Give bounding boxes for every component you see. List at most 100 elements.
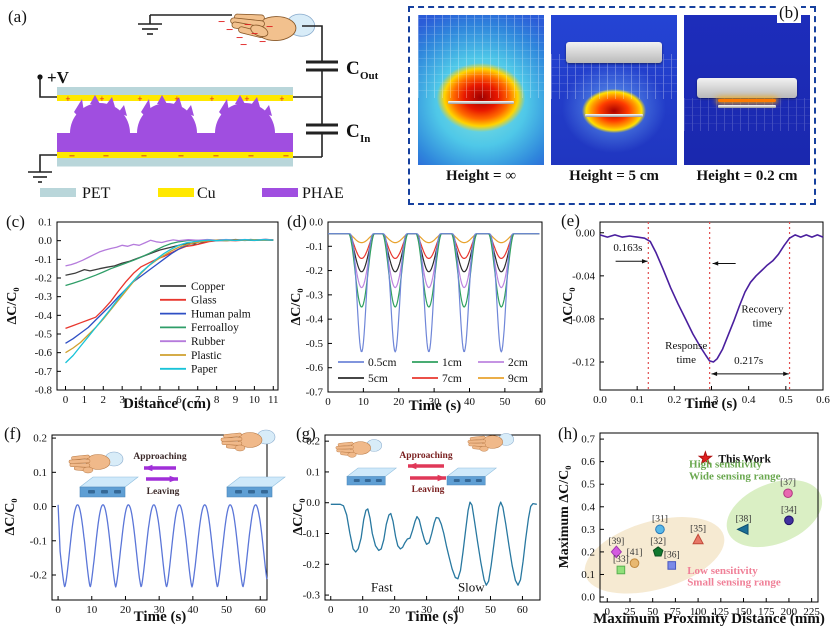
svg-text:Rubber: Rubber: [191, 336, 225, 348]
svg-text:-0.6: -0.6: [306, 362, 324, 374]
hand-icon: [230, 13, 316, 42]
svg-text:-0.2: -0.2: [30, 570, 47, 582]
ref-label: [36]: [664, 550, 680, 560]
svg-text:5: 5: [157, 394, 163, 406]
annotation-text: Slow: [458, 579, 485, 594]
annotation-text: Small sensing range: [687, 576, 781, 588]
svg-text:Time (s): Time (s): [409, 398, 462, 414]
pet-bottom-layer: [57, 158, 293, 167]
sensor-electrode: [448, 100, 514, 104]
svg-text:50: 50: [647, 606, 659, 618]
hand-icon: [220, 429, 276, 452]
svg-text:200: 200: [781, 606, 798, 618]
top-ground-symbol: [138, 14, 232, 35]
this-work-label: This Work: [718, 453, 771, 465]
data-series: [328, 233, 540, 259]
svg-text:40: 40: [187, 604, 199, 616]
svg-text:−: −: [244, 17, 251, 32]
svg-text:0.1: 0.1: [581, 569, 595, 581]
axes-d: 0 10 20 30 40 50 60 0.0 -0.1 -0.2 -0.3 -0.4 -0.5 -0.6…: [289, 217, 546, 415]
svg-text:0.1: 0.1: [33, 467, 47, 479]
field-arrows-texture: [418, 15, 544, 98]
svg-text:8: 8: [214, 394, 220, 406]
svg-text:0.6: 0.6: [581, 456, 595, 468]
svg-text:11: 11: [268, 394, 279, 406]
svg-text:100: 100: [690, 606, 707, 618]
data-series: [65, 239, 274, 364]
svg-text:-0.6: -0.6: [35, 347, 53, 359]
panel-a-letter: (a): [8, 7, 27, 26]
svg-text:−: −: [69, 151, 75, 163]
svg-text:−: −: [141, 151, 147, 163]
caption-height-infinite: Height = ∞: [445, 168, 517, 184]
svg-text:Ferroalloy: Ferroalloy: [191, 322, 239, 334]
pet-top-layer: [57, 87, 293, 96]
svg-text:−: −: [240, 37, 247, 52]
svg-text:0: 0: [328, 604, 334, 616]
sensor-electrode: [718, 105, 776, 108]
svg-text:50: 50: [485, 604, 497, 616]
annotation-text: Low sensitivity: [687, 565, 758, 577]
svg-text:+: +: [65, 94, 70, 104]
inset-label-leaving: Leaving: [147, 487, 180, 497]
svg-text:-0.5: -0.5: [35, 329, 53, 341]
svg-text:75: 75: [670, 606, 682, 618]
axes-c: 0 1 2 3 4 5 6 7 8 9 10 110.10.0-0.1-0.2-0.3-0.4-0.5…: [5, 217, 279, 413]
svg-text:10: 10: [249, 394, 261, 406]
cu-top-layer: [57, 95, 293, 101]
svg-text:0.2: 0.2: [581, 546, 595, 558]
svg-text:1: 1: [82, 394, 88, 406]
panel-b-simulation-box: Height = ∞ Height = 5 cm Height = 0.2 cm: [408, 6, 816, 205]
chart-f: 0 10 20 30 40 50 60 0.2 0.1 0.0 -0.1 -0.2 Time (s) ΔC…: [3, 429, 286, 625]
svg-text:4: 4: [138, 394, 144, 406]
svg-text:0.0: 0.0: [33, 501, 47, 513]
svg-text:-0.12: -0.12: [572, 357, 595, 369]
axes-e: 0.0 0.1 0.2 0.3 0.4 0.5 0.6 0.00 -0.04 -0.08 -0.12…: [561, 227, 830, 412]
svg-text:30: 30: [154, 604, 166, 616]
ref-label: [34]: [781, 505, 797, 515]
svg-text:-0.4: -0.4: [35, 310, 53, 322]
svg-text:Cu: Cu: [197, 185, 216, 202]
svg-text:0: 0: [63, 394, 69, 406]
svg-text:0: 0: [605, 606, 611, 618]
svg-text:−: −: [218, 14, 225, 29]
svg-text:−: −: [103, 151, 109, 163]
annotation-text: Recovery: [741, 303, 784, 315]
svg-text:0.5cm: 0.5cm: [368, 357, 396, 369]
svg-text:0.0: 0.0: [306, 497, 320, 509]
field-arrows-texture: [684, 97, 810, 131]
data-series: [328, 233, 540, 244]
svg-text:2: 2: [101, 394, 107, 406]
svg-text:-0.1: -0.1: [303, 528, 320, 540]
svg-text:20: 20: [389, 604, 401, 616]
svg-text:25: 25: [624, 606, 636, 618]
svg-text:PHAE: PHAE: [302, 185, 344, 202]
material-legend: PET Cu PHAE: [40, 185, 344, 202]
cu-bottom-layer: [57, 152, 293, 158]
svg-text:40: 40: [453, 604, 465, 616]
cap-in-label: C: [346, 121, 360, 142]
svg-text:0.6: 0.6: [816, 394, 830, 406]
sensor-platform: [226, 476, 286, 498]
supply-wire: [39, 77, 57, 98]
svg-text:-0.1: -0.1: [35, 254, 52, 266]
data-series: [328, 233, 540, 273]
axes-h: 0 25 50 75 100 125 150 175 200 225 0.7 0.6 0.5 0.4 0.3…: [557, 434, 825, 627]
svg-text:ΔC/C₀: ΔC/C₀: [561, 287, 576, 324]
svg-text:+: +: [99, 94, 104, 104]
svg-text:50: 50: [221, 604, 233, 616]
svg-text:−: −: [213, 151, 219, 163]
sim-tile-5cm: [551, 15, 677, 165]
svg-text:150: 150: [735, 606, 752, 618]
cap-out-sub: Out: [360, 70, 379, 82]
svg-text:+: +: [174, 94, 179, 104]
inset-label-leaving: Leaving: [412, 485, 445, 495]
svg-text:-0.1: -0.1: [30, 535, 47, 547]
svg-text:-0.2: -0.2: [306, 265, 323, 277]
svg-text:60: 60: [255, 604, 267, 616]
panel-b-letter: (b): [777, 3, 801, 23]
axes-f: 0 10 20 30 40 50 60 0.2 0.1 0.0 -0.1 -0.2 Time (s) ΔC…: [3, 433, 266, 625]
svg-text:ΔC/C₀: ΔC/C₀: [291, 498, 306, 535]
data-series: [65, 239, 274, 354]
